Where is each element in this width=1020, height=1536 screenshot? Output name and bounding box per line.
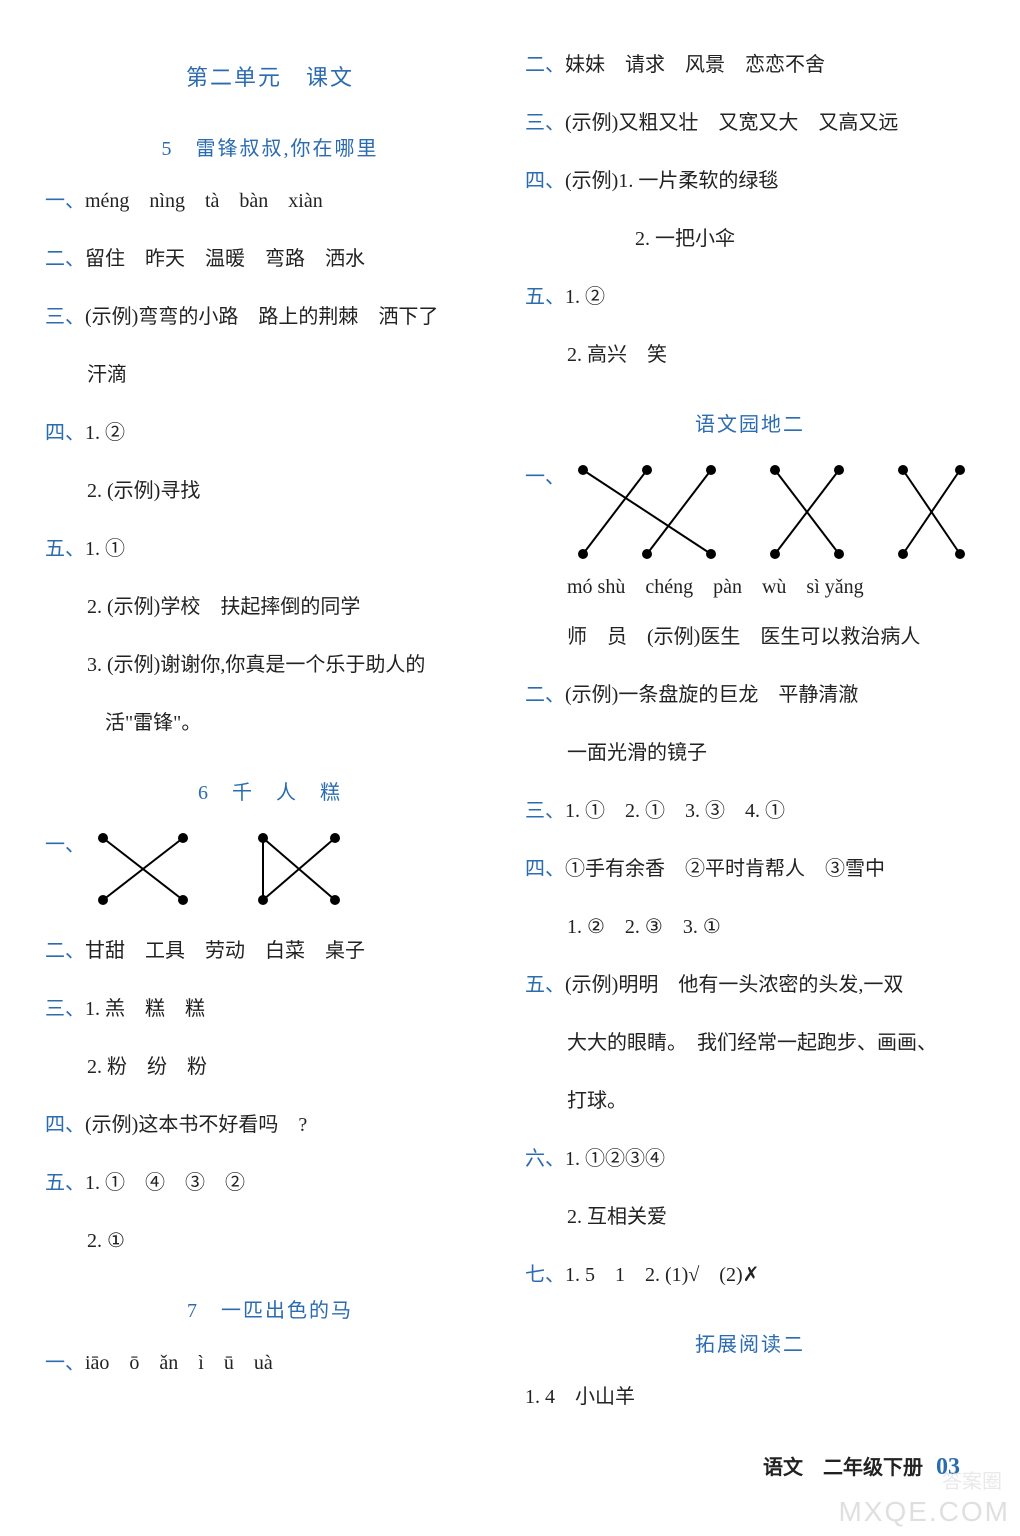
- answer-line: 五、1. ②: [525, 282, 975, 312]
- answer-line-cont: 大大的眼睛。 我们经常一起跑步、画画、: [525, 1028, 975, 1058]
- lesson-7-heading: 7 一匹出色的马: [45, 1294, 495, 1323]
- text: 甘甜 工具 劳动 白菜 桌子: [85, 940, 365, 962]
- lesson-6-heading: 6 千 人 糕: [45, 776, 495, 805]
- footer-subject: 语文 二年级下册: [763, 1457, 923, 1479]
- text: méng nìng tà bàn xiàn: [85, 190, 323, 212]
- answer-line: 七、1. 5 1 2. (1)√ (2)✗: [525, 1260, 975, 1290]
- item-number: 一、: [525, 462, 565, 492]
- answer-line: 四、(示例)这本书不好看吗 ?: [45, 1110, 495, 1140]
- text: 1. ① 2. ① 3. ③ 4. ①: [565, 800, 785, 822]
- text: 1. ②: [565, 286, 605, 308]
- answer-line: 二、妹妹 请求 风景 恋恋不舍: [525, 50, 975, 80]
- text: iāo ō ǎn ì ū uà: [85, 1352, 273, 1374]
- text: (示例)明明 他有一头浓密的头发,一双: [565, 974, 903, 996]
- answer-line-sub: 2. 互相关爱: [525, 1202, 975, 1232]
- left-column: 第二单元 课文 5 雷锋叔叔,你在哪里 一、méng nìng tà bàn x…: [45, 50, 495, 1440]
- answer-line-sub: 2. (示例)寻找: [45, 476, 495, 506]
- text: (示例)这本书不好看吗 ?: [85, 1114, 307, 1136]
- item-number: 一、: [45, 830, 85, 860]
- page-footer: 语文 二年级下册 03: [763, 1451, 960, 1481]
- answer-line: 三、1. ① 2. ① 3. ③ 4. ①: [525, 796, 975, 826]
- answer-line-sub: 2. (示例)学校 扶起摔倒的同学: [45, 592, 495, 622]
- text: (示例)一条盘旋的巨龙 平静清澈: [565, 684, 858, 706]
- extension-heading: 拓展阅读二: [525, 1328, 975, 1357]
- answer-line: 四、①手有余香 ②平时肯帮人 ③雪中: [525, 854, 975, 884]
- answer-line-cont: 打球。: [525, 1086, 975, 1116]
- answer-line: 一、iāo ō ǎn ì ū uà: [45, 1348, 495, 1378]
- answer-line-sub: 2. 粉 纷 粉: [45, 1052, 495, 1082]
- matching-diagram: [565, 462, 965, 562]
- answer-line: 1. 4 小山羊: [525, 1382, 975, 1412]
- text: 妹妹 请求 风景 恋恋不舍: [565, 54, 825, 76]
- text: 1. ①: [85, 538, 125, 560]
- text: 留住 昨天 温暖 弯路 洒水: [85, 248, 365, 270]
- pinyin-row: mó shù chéng pàn wù sì yǎng: [525, 572, 975, 602]
- answer-line: 五、1. ①: [45, 534, 495, 564]
- text: (示例)弯弯的小路 路上的荆棘 洒下了: [85, 306, 438, 328]
- answer-line: 三、(示例)弯弯的小路 路上的荆棘 洒下了: [45, 302, 495, 332]
- answer-line: 三、(示例)又粗又壮 又宽又大 又高又远: [525, 108, 975, 138]
- answer-line-sub: 2. ①: [45, 1226, 495, 1256]
- watermark-icon: 答案圈: [942, 1465, 1002, 1494]
- answer-line: 一、méng nìng tà bàn xiàn: [45, 186, 495, 216]
- text: (示例)1. 一片柔软的绿毯: [565, 170, 778, 192]
- answer-line: 四、(示例)1. 一片柔软的绿毯: [525, 166, 975, 196]
- answer-line: 三、1. 羔 糕 糕: [45, 994, 495, 1024]
- answer-line: 二、留住 昨天 温暖 弯路 洒水: [45, 244, 495, 274]
- watermark-site: MXQE.COM: [838, 1496, 1010, 1528]
- text: 1. ① ④ ③ ②: [85, 1172, 245, 1194]
- answer-line-cont: 活"雷锋"。: [45, 708, 495, 738]
- answer-line-sub: 1. ② 2. ③ 3. ①: [525, 912, 975, 942]
- answer-line: 二、甘甜 工具 劳动 白菜 桌子: [45, 936, 495, 966]
- answer-line: 五、1. ① ④ ③ ②: [45, 1168, 495, 1198]
- text: 1. 羔 糕 糕: [85, 998, 205, 1020]
- text: ①手有余香 ②平时肯帮人 ③雪中: [565, 858, 885, 880]
- right-column: 二、妹妹 请求 风景 恋恋不舍 三、(示例)又粗又壮 又宽又大 又高又远 四、(…: [525, 50, 975, 1440]
- text: (示例)又粗又壮 又宽又大 又高又远: [565, 112, 898, 134]
- matching-diagram: [85, 830, 340, 908]
- match-row: 一、: [525, 462, 975, 562]
- answer-line-cont: 汗滴: [45, 360, 495, 390]
- answer-line: 二、(示例)一条盘旋的巨龙 平静清澈: [525, 680, 975, 710]
- garden-heading: 语文园地二: [525, 408, 975, 437]
- answer-line-cont: 一面光滑的镜子: [525, 738, 975, 768]
- text: 1. ②: [85, 422, 125, 444]
- answer-line: 六、1. ①②③④: [525, 1144, 975, 1174]
- text: 1. ①②③④: [565, 1148, 665, 1170]
- answer-line-sub: 2. 高兴 笑: [525, 340, 975, 370]
- unit-heading: 第二单元 课文: [45, 60, 495, 92]
- answer-line-sub: 3. (示例)谢谢你,你真是一个乐于助人的: [45, 650, 495, 680]
- answer-line-sub: 2. 一把小伞: [525, 224, 975, 254]
- lesson-5-heading: 5 雷锋叔叔,你在哪里: [45, 132, 495, 161]
- words-row: 师 员 (示例)医生 医生可以救治病人: [525, 622, 975, 652]
- answer-line: 五、(示例)明明 他有一头浓密的头发,一双: [525, 970, 975, 1000]
- answer-line: 四、1. ②: [45, 418, 495, 448]
- match-row: 一、: [45, 830, 495, 908]
- text: 1. 5 1 2. (1)√ (2)✗: [565, 1264, 759, 1286]
